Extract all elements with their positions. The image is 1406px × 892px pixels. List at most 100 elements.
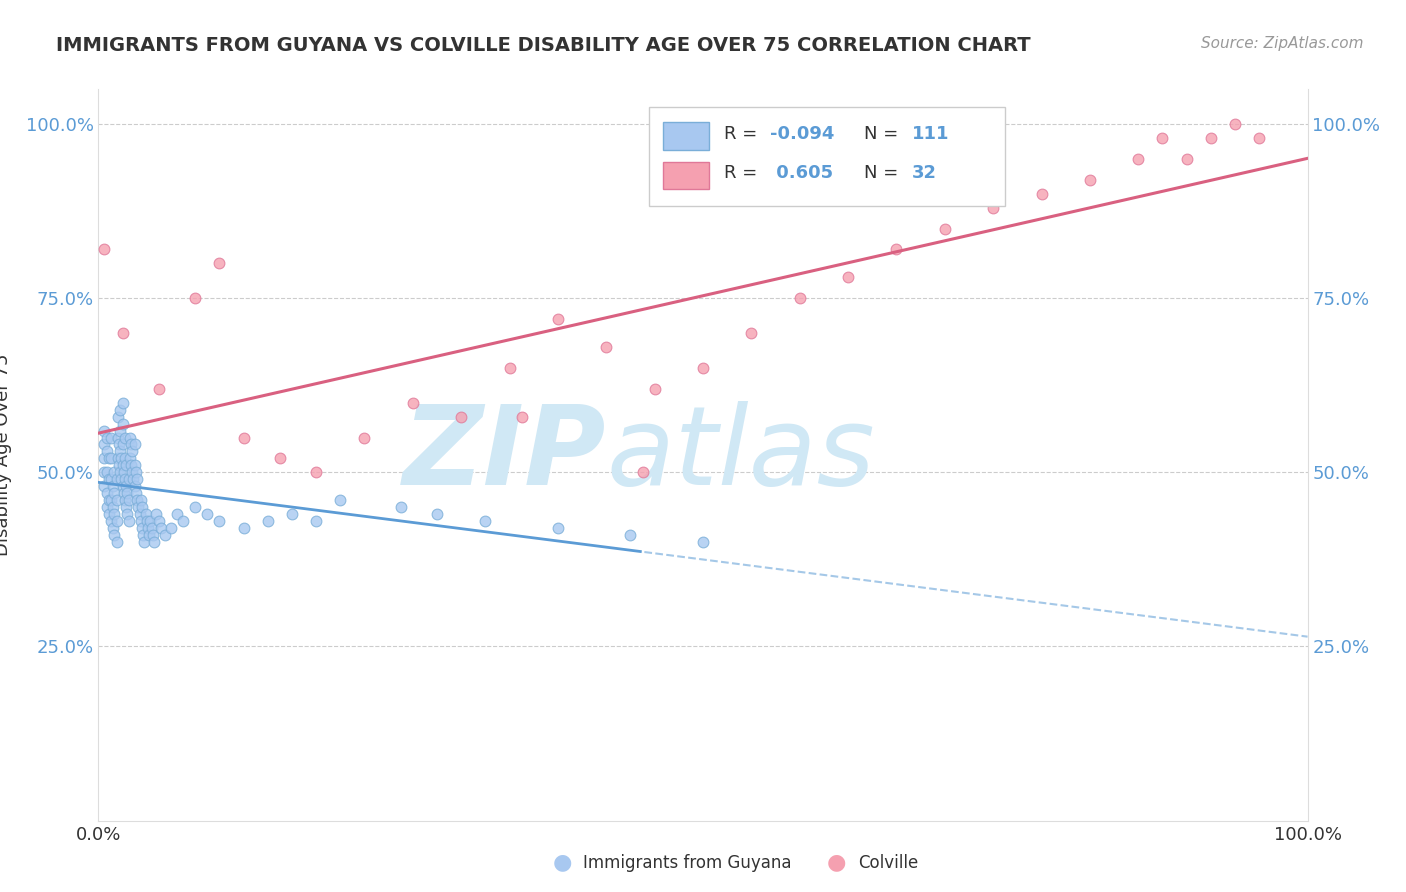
Point [93, 451, 115, 466]
Point [111, 417, 134, 431]
Point [125, 466, 148, 480]
Point [124, 437, 146, 451]
Point [93, 424, 115, 438]
Point [111, 437, 134, 451]
Point [100, 472, 122, 486]
Point [108, 458, 131, 473]
Point [131, 500, 153, 515]
Point [96, 466, 118, 480]
FancyBboxPatch shape [648, 108, 1005, 206]
Point [124, 479, 146, 493]
Point [1199, 131, 1222, 145]
Point [117, 486, 139, 500]
Point [1175, 152, 1198, 166]
Point [184, 291, 207, 305]
Point [474, 514, 496, 528]
Point [127, 472, 149, 486]
Point [115, 458, 138, 473]
Point [118, 472, 141, 486]
Point [1128, 152, 1150, 166]
Point [101, 500, 124, 515]
Point [101, 479, 124, 493]
Point [127, 493, 149, 508]
Point [103, 507, 125, 521]
Text: R =: R = [724, 164, 762, 182]
Point [114, 472, 136, 486]
Point [96, 444, 118, 458]
Point [631, 466, 654, 480]
Point [195, 507, 218, 521]
Point [96, 500, 118, 515]
Point [498, 360, 520, 375]
Point [108, 444, 131, 458]
Point [619, 528, 641, 542]
Point [837, 270, 859, 285]
Point [129, 514, 152, 528]
Point [131, 521, 153, 535]
Point [1152, 131, 1174, 145]
Point [111, 479, 134, 493]
Point [111, 458, 134, 473]
Point [184, 500, 207, 515]
Point [232, 430, 254, 444]
Point [96, 430, 118, 444]
Y-axis label: Disability Age Over 75: Disability Age Over 75 [0, 353, 11, 557]
Point [934, 221, 956, 235]
Point [135, 507, 157, 521]
Text: IMMIGRANTS FROM GUYANA VS COLVILLE DISABILITY AGE OVER 75 CORRELATION CHART: IMMIGRANTS FROM GUYANA VS COLVILLE DISAB… [56, 36, 1031, 54]
Point [148, 382, 170, 396]
Text: Source: ZipAtlas.com: Source: ZipAtlas.com [1201, 36, 1364, 51]
Point [118, 430, 141, 444]
Point [100, 430, 122, 444]
Point [121, 466, 143, 480]
Text: 32: 32 [912, 164, 938, 182]
Point [138, 528, 160, 542]
Point [595, 340, 617, 354]
Point [93, 479, 115, 493]
Point [118, 493, 141, 508]
Point [105, 514, 128, 528]
Text: R =: R = [724, 125, 762, 143]
Point [112, 486, 135, 500]
Point [103, 486, 125, 500]
Point [103, 528, 125, 542]
Point [208, 256, 231, 270]
Point [740, 326, 762, 340]
Point [134, 535, 156, 549]
Point [329, 493, 352, 508]
Point [117, 507, 139, 521]
Point [105, 472, 128, 486]
Text: -0.094: -0.094 [769, 125, 834, 143]
Point [128, 507, 150, 521]
Point [886, 243, 908, 257]
Point [281, 507, 304, 521]
Point [114, 493, 136, 508]
Point [1031, 186, 1053, 201]
Point [108, 424, 131, 438]
Point [135, 514, 157, 528]
Point [547, 521, 569, 535]
Point [111, 395, 134, 409]
Point [789, 291, 811, 305]
Text: Immigrants from Guyana: Immigrants from Guyana [583, 854, 792, 871]
Point [120, 458, 142, 473]
Point [110, 451, 132, 466]
Text: 0.605: 0.605 [769, 164, 832, 182]
Point [110, 472, 132, 486]
Point [108, 466, 131, 480]
FancyBboxPatch shape [664, 122, 709, 150]
Point [118, 451, 141, 466]
Point [103, 466, 125, 480]
Point [166, 507, 188, 521]
Point [100, 451, 122, 466]
Point [115, 500, 138, 515]
Point [108, 437, 131, 451]
Point [981, 201, 1004, 215]
Text: N =: N = [863, 164, 904, 182]
Text: N =: N = [863, 125, 904, 143]
Point [426, 507, 449, 521]
Point [111, 326, 134, 340]
Point [692, 535, 714, 549]
Text: ZIP: ZIP [402, 401, 606, 508]
Point [172, 514, 194, 528]
